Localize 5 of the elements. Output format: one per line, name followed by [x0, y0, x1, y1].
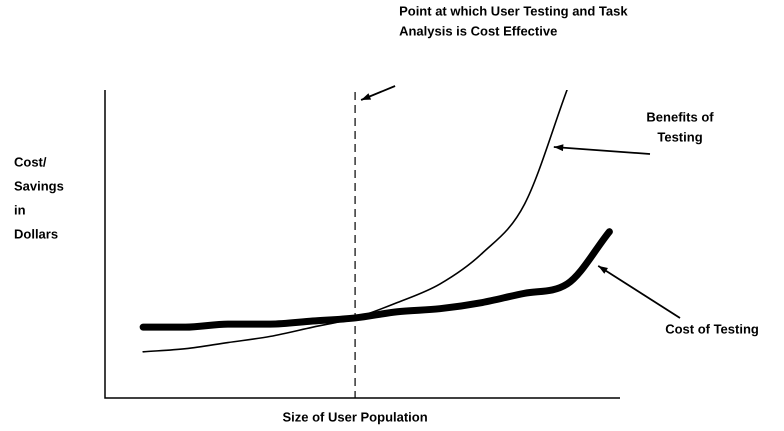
y-axis-title: Cost/ Savings in Dollars [14, 154, 64, 242]
text: Benefits of Testing [646, 110, 714, 145]
x-axis-title: Size of User Population [282, 410, 428, 425]
text: Point at which User Testing and Task Analysis is Cost Effective [399, 4, 628, 39]
text: Cost of Testing [665, 322, 759, 337]
